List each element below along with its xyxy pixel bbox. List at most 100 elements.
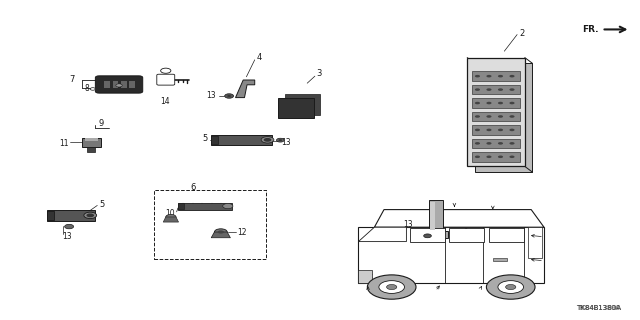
Circle shape [116, 84, 122, 87]
Circle shape [264, 138, 271, 142]
Circle shape [379, 281, 404, 293]
Polygon shape [358, 227, 406, 242]
Bar [493, 258, 507, 261]
Circle shape [498, 75, 503, 77]
Circle shape [486, 102, 492, 104]
Circle shape [475, 142, 480, 145]
Circle shape [227, 95, 231, 97]
Circle shape [509, 156, 515, 158]
Bar [82, 138, 101, 147]
Circle shape [367, 275, 416, 299]
Polygon shape [374, 210, 544, 227]
Circle shape [276, 138, 284, 142]
Circle shape [387, 284, 397, 290]
Circle shape [161, 68, 171, 73]
Circle shape [223, 204, 233, 209]
Text: 9: 9 [99, 119, 104, 128]
Circle shape [486, 75, 492, 77]
Bar [449, 228, 484, 242]
Circle shape [475, 156, 480, 158]
Text: 6: 6 [191, 183, 196, 192]
Circle shape [278, 139, 282, 141]
Bar [430, 202, 435, 230]
Bar [278, 98, 314, 118]
Circle shape [509, 75, 515, 77]
Bar [472, 152, 520, 162]
Bar [472, 139, 520, 148]
Text: 13: 13 [207, 92, 216, 100]
Bar [472, 112, 520, 121]
Circle shape [509, 115, 515, 118]
Bar [472, 125, 520, 135]
Circle shape [509, 129, 515, 131]
Text: 12: 12 [237, 228, 246, 237]
Circle shape [498, 281, 524, 293]
Text: 13: 13 [62, 232, 72, 241]
Bar [422, 231, 448, 238]
Bar [178, 203, 184, 209]
Bar [467, 58, 525, 166]
Bar [358, 227, 544, 283]
Text: 5: 5 [203, 134, 208, 143]
Bar [489, 228, 524, 242]
Bar [211, 136, 218, 144]
Circle shape [486, 156, 492, 158]
FancyBboxPatch shape [95, 76, 143, 93]
Text: TK84B1380A: TK84B1380A [579, 305, 621, 311]
Bar [104, 81, 110, 88]
Text: 14: 14 [160, 97, 170, 106]
Circle shape [86, 213, 94, 217]
Circle shape [498, 129, 503, 131]
Bar [472, 98, 520, 108]
Circle shape [509, 102, 515, 104]
Text: 3: 3 [316, 69, 321, 78]
Text: 13: 13 [282, 138, 291, 147]
Text: 5: 5 [99, 200, 104, 209]
Circle shape [166, 214, 176, 220]
Circle shape [486, 142, 492, 145]
Text: 10: 10 [165, 209, 175, 218]
Text: 4: 4 [257, 53, 262, 62]
FancyBboxPatch shape [157, 74, 175, 85]
Circle shape [486, 115, 492, 118]
Bar [113, 81, 118, 88]
Bar [85, 138, 98, 141]
Circle shape [498, 115, 503, 118]
Text: 11: 11 [60, 139, 69, 148]
Circle shape [475, 75, 480, 77]
Circle shape [225, 94, 234, 98]
Bar [211, 135, 272, 145]
Bar [528, 227, 542, 258]
Bar [47, 210, 95, 221]
Circle shape [498, 88, 503, 91]
Circle shape [475, 102, 480, 104]
Bar [285, 94, 320, 115]
Circle shape [486, 88, 492, 91]
Bar [472, 85, 520, 94]
Polygon shape [163, 217, 179, 222]
Circle shape [214, 229, 227, 235]
Circle shape [486, 275, 535, 299]
Bar [429, 200, 443, 238]
Circle shape [424, 234, 431, 238]
Circle shape [498, 156, 503, 158]
Bar [129, 81, 135, 88]
Circle shape [509, 88, 515, 91]
Circle shape [84, 212, 97, 219]
Circle shape [475, 115, 480, 118]
Circle shape [65, 224, 74, 229]
Bar [178, 203, 232, 210]
Circle shape [218, 230, 224, 234]
Bar [87, 147, 95, 152]
Text: TK84B1380A: TK84B1380A [575, 305, 621, 311]
Circle shape [475, 88, 480, 91]
Circle shape [498, 142, 503, 145]
Bar [358, 270, 372, 283]
Text: 2: 2 [519, 29, 524, 38]
Bar [472, 71, 520, 81]
Text: 8: 8 [84, 84, 90, 93]
Bar [154, 190, 266, 259]
Bar [475, 63, 532, 172]
Text: FR.: FR. [582, 25, 598, 34]
Bar [47, 211, 54, 220]
